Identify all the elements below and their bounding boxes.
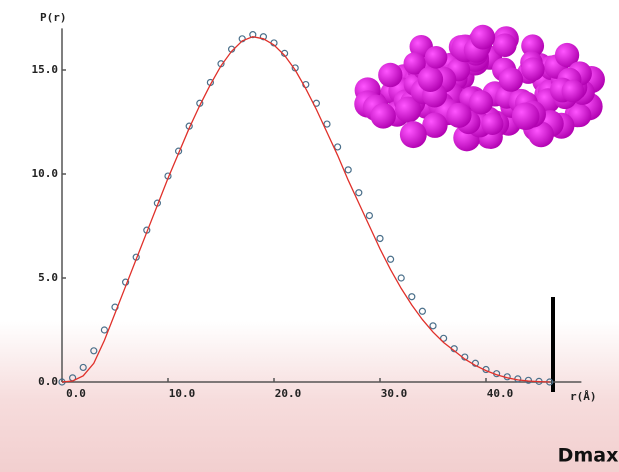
atom [470, 24, 496, 50]
atom [554, 42, 580, 68]
x-tick-label: 40.0 [487, 387, 514, 400]
atom [422, 112, 448, 138]
atom [399, 121, 427, 149]
data-point [387, 255, 395, 263]
atom [567, 103, 592, 128]
molecule-model [354, 24, 605, 152]
atom [424, 46, 448, 69]
data-point [90, 347, 98, 355]
data-point [365, 212, 373, 220]
data-point [408, 293, 416, 301]
atom [395, 96, 422, 123]
x-axis-label: r(Å) [570, 390, 597, 403]
x-tick-label: 10.0 [169, 387, 196, 400]
atom [446, 102, 472, 128]
atom [561, 79, 585, 103]
atom [417, 66, 444, 92]
atom [528, 121, 554, 148]
atom [492, 33, 517, 58]
data-point [418, 307, 426, 315]
data-point [79, 363, 87, 372]
y-tick-label: 5.0 [38, 271, 58, 284]
data-point [355, 189, 363, 197]
x-tick-label: 30.0 [381, 387, 408, 400]
atom [521, 34, 545, 58]
atom [370, 103, 396, 129]
x-tick-label: 20.0 [275, 387, 302, 400]
data-point [397, 274, 405, 282]
data-point [323, 120, 331, 128]
data-point [344, 166, 352, 174]
y-tick-label: 15.0 [32, 63, 59, 76]
atom [403, 52, 426, 75]
y-axis-label: P(r) [40, 11, 67, 24]
x-tick-label: 0.0 [66, 387, 86, 400]
data-point [259, 33, 267, 41]
data-point [249, 31, 257, 39]
fit-line [61, 36, 550, 383]
annotation: Dmax [558, 445, 619, 467]
data-point [440, 334, 448, 342]
y-tick-label: 10.0 [32, 167, 59, 180]
atom [498, 67, 524, 92]
data-point [334, 143, 342, 151]
atom [378, 62, 403, 88]
data-point [376, 234, 384, 243]
data-point [429, 322, 437, 330]
atom [481, 112, 504, 135]
atom [511, 102, 540, 131]
atom [521, 57, 545, 81]
atom [468, 90, 494, 115]
data-point [100, 326, 109, 334]
y-tick-label: 0.0 [38, 375, 58, 388]
